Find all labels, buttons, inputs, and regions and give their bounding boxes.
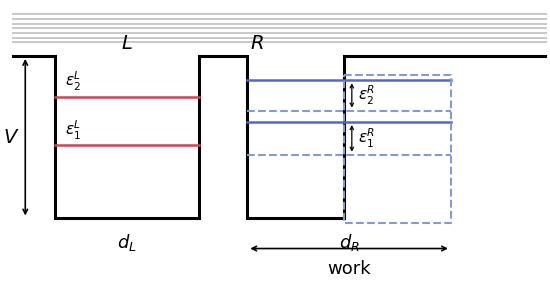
Text: V: V (4, 128, 17, 147)
Text: $\varepsilon_2^L$: $\varepsilon_2^L$ (65, 70, 82, 93)
Text: $d_L$: $d_L$ (117, 232, 137, 253)
Text: $\varepsilon_1^R$: $\varepsilon_1^R$ (358, 127, 376, 150)
Text: $\varepsilon_2^R$: $\varepsilon_2^R$ (358, 84, 376, 107)
Text: work: work (327, 260, 371, 278)
Text: $d_R$: $d_R$ (339, 232, 360, 253)
Text: L: L (122, 34, 133, 52)
Text: $\varepsilon_1^L$: $\varepsilon_1^L$ (65, 119, 82, 142)
Text: R: R (250, 34, 263, 52)
